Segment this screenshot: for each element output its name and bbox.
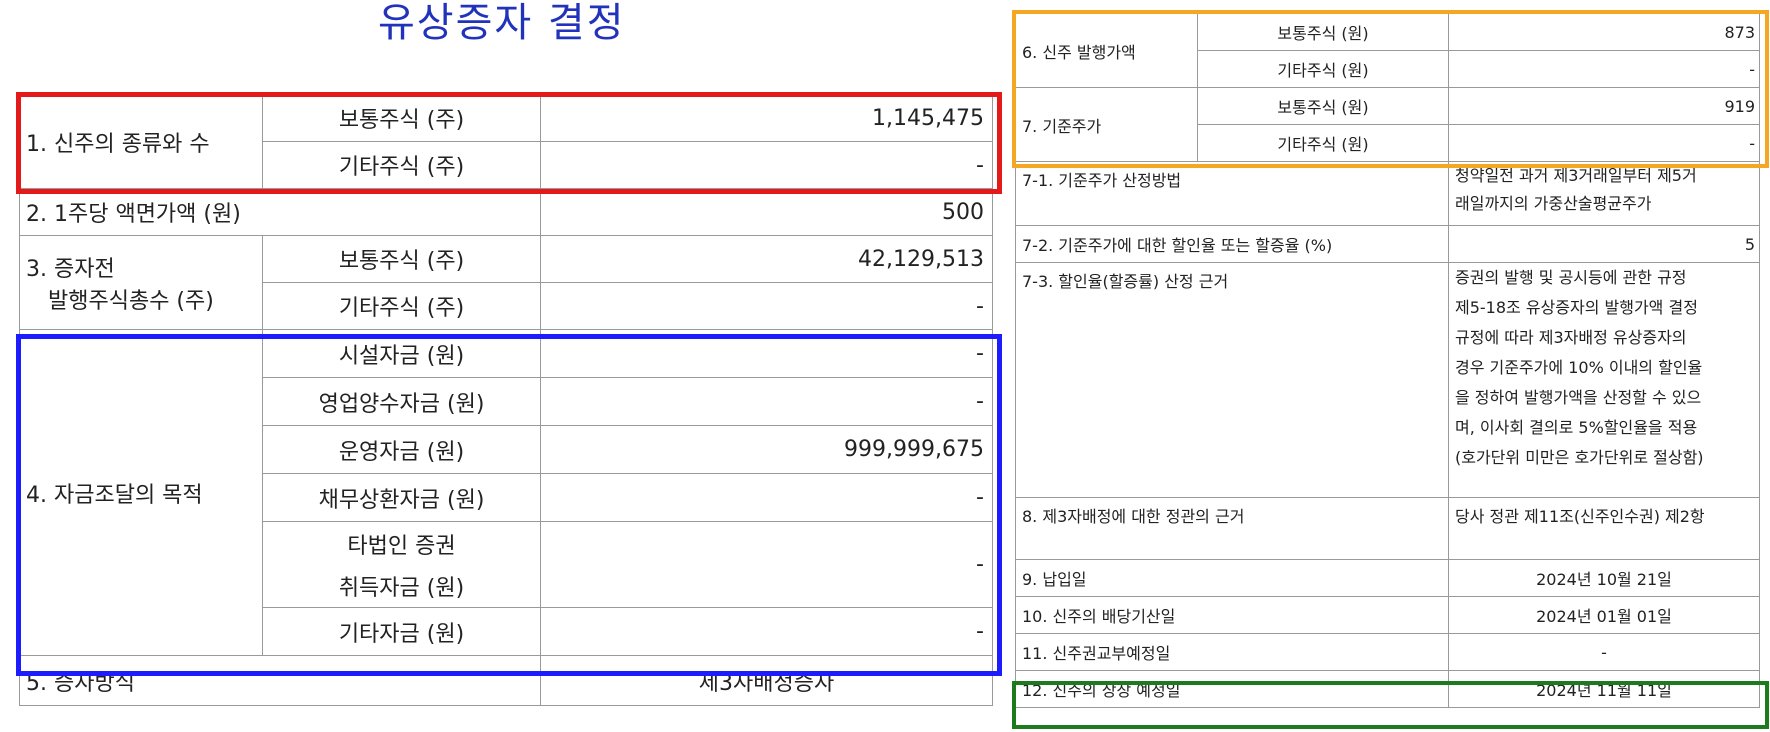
pre-issue-shares-label-line2: 발행주식총수 (주) — [48, 288, 214, 314]
articles-basis-label: 8. 제3자배정에 대한 정관의 근거 — [1015, 497, 1449, 560]
table-row: 5. 증자방식 제3자배정증자 — [19, 655, 993, 706]
table-row: 3. 증자전 발행주식총수 (주) 보통주식 (주) 42,129,513 — [19, 235, 993, 330]
table-row: 기타주식 (주) - — [20, 282, 993, 330]
table-row: 12. 신주의 상장 예정일 2024년 11월 11일 — [1015, 670, 1760, 708]
table-row: 11. 신주권교부예정일 - — [1015, 633, 1760, 671]
business-acquisition-label: 영업양수자금 (원) — [262, 377, 541, 426]
pre-other-label: 기타주식 (주) — [262, 282, 541, 330]
discount-basis-value: 증권의 발행 및 공시등에 관한 규정 제5-18조 유상증자의 발행가액 결정… — [1448, 262, 1760, 498]
certificate-date-label: 11. 신주권교부예정일 — [1015, 633, 1449, 671]
debt-repayment-label: 채무상환자금 (원) — [262, 473, 541, 522]
dividend-date-label: 10. 신주의 배당기산일 — [1015, 596, 1449, 634]
table-row: 9. 납입일 2024년 10월 21일 — [1015, 559, 1760, 597]
issue-price-label: 6. 신주 발행가액 — [1015, 13, 1198, 88]
base-price-other-label: 기타주식 (원) — [1197, 124, 1449, 162]
table-row: 채무상환자금 (원) - — [20, 473, 993, 522]
pre-common-count: 42,129,513 — [540, 235, 993, 283]
payment-date-value: 2024년 10월 21일 — [1448, 559, 1760, 597]
pre-issue-shares-label: 3. 증자전 발행주식총수 (주) — [19, 235, 263, 330]
other-fund-label: 기타자금 (원) — [262, 607, 541, 656]
table-row: 1. 신주의 종류와 수 보통주식 (주) 1,145,475 — [19, 94, 993, 189]
table-row: 8. 제3자배정에 대한 정관의 근거 당사 정관 제11조(신주인수권) 제2… — [1015, 497, 1760, 560]
new-shares-label: 1. 신주의 종류와 수 — [19, 94, 263, 189]
table-row: 10. 신주의 배당기산일 2024년 01월 01일 — [1015, 596, 1760, 634]
discount-basis-label: 7-3. 할인율(할증률) 산정 근거 — [1015, 262, 1449, 498]
table-row: 운영자금 (원) 999,999,675 — [20, 425, 993, 474]
other-stock-label: 기타주식 (주) — [262, 141, 541, 189]
right-table: 6. 신주 발행가액 보통주식 (원) 873 기타주식 (원) - 7. 기준… — [1015, 13, 1760, 708]
discount-basis-line: 경우 기준주가에 10% 이내의 할인율 — [1455, 358, 1703, 377]
table-row: 영업양수자금 (원) - — [20, 377, 993, 426]
discount-rate-value: 5 — [1448, 225, 1760, 263]
base-price-method-label: 7-1. 기준주가 산정방법 — [1015, 161, 1449, 226]
pre-common-label: 보통주식 (주) — [262, 235, 541, 283]
base-price-other-value: - — [1448, 124, 1760, 162]
securities-acquisition-value: - — [540, 521, 993, 608]
table-row: 기타주식 (주) - — [20, 141, 993, 189]
par-value: 500 — [540, 188, 993, 236]
base-price-method-line2: 래일까지의 가중산술평균주가 — [1455, 194, 1652, 213]
discount-basis-line: 증권의 발행 및 공시등에 관한 규정 — [1455, 268, 1687, 287]
other-stock-count: - — [540, 141, 993, 189]
table-row: 타법인 증권 취득자금 (원) - — [20, 521, 993, 608]
discount-basis-line: 을 정하여 발행가액을 산정할 수 있으 — [1455, 388, 1702, 407]
table-row: 7-3. 할인율(할증률) 산정 근거 증권의 발행 및 공시등에 관한 규정 … — [1015, 262, 1760, 498]
discount-rate-label: 7-2. 기준주가에 대한 할인율 또는 할증율 (%) — [1015, 225, 1449, 263]
discount-basis-line: 제5-18조 유상증자의 발행가액 결정 — [1455, 298, 1698, 317]
table-row: 6. 신주 발행가액 보통주식 (원) 873 — [1015, 13, 1760, 88]
dividend-date-value: 2024년 01월 01일 — [1448, 596, 1760, 634]
par-value-label: 2. 1주당 액면가액 (원) — [19, 188, 541, 236]
business-acquisition-value: - — [540, 377, 993, 426]
funding-purpose-label: 4. 자금조달의 목적 — [19, 329, 263, 656]
discount-basis-line: (호가단위 미만은 호가단위로 절상함) — [1455, 448, 1704, 467]
base-price-method-value: 청약일전 과거 제3거래일부터 제5거 래일까지의 가중산술평균주가 — [1448, 161, 1760, 226]
table-row: 7-1. 기준주가 산정방법 청약일전 과거 제3거래일부터 제5거 래일까지의… — [1015, 161, 1760, 226]
discount-basis-line: 며, 이사회 결의로 5%할인율을 적용 — [1455, 418, 1698, 437]
operating-fund-value: 999,999,675 — [540, 425, 993, 474]
common-stock-label: 보통주식 (주) — [262, 94, 541, 142]
securities-acquisition-label-line2: 취득자금 (원) — [338, 575, 465, 601]
table-row: 기타주식 (원) - — [1016, 124, 1760, 162]
common-stock-count: 1,145,475 — [540, 94, 993, 142]
payment-date-label: 9. 납입일 — [1015, 559, 1449, 597]
securities-acquisition-label-line1: 타법인 증권 — [347, 533, 456, 559]
table-row: 기타자금 (원) - — [20, 607, 993, 656]
articles-basis-value: 당사 정관 제11조(신주인수권) 제2항 — [1448, 497, 1760, 560]
facility-fund-label: 시설자금 (원) — [262, 329, 541, 378]
debt-repayment-value: - — [540, 473, 993, 522]
table-row: 4. 자금조달의 목적 시설자금 (원) - — [19, 329, 993, 656]
left-table: 1. 신주의 종류와 수 보통주식 (주) 1,145,475 기타주식 (주)… — [19, 94, 993, 706]
securities-acquisition-label: 타법인 증권 취득자금 (원) — [262, 521, 541, 608]
listing-date-label: 12. 신주의 상장 예정일 — [1015, 670, 1449, 708]
page-title: 유상증자 결정 — [378, 0, 626, 46]
base-price-common-label: 보통주식 (원) — [1197, 87, 1449, 125]
issue-method-label: 5. 증자방식 — [19, 655, 541, 706]
issue-price-other-value: - — [1448, 50, 1760, 88]
issue-price-common-label: 보통주식 (원) — [1197, 13, 1449, 51]
operating-fund-label: 운영자금 (원) — [262, 425, 541, 474]
table-row: 7. 기준주가 보통주식 (원) 919 — [1015, 87, 1760, 162]
listing-date-value: 2024년 11월 11일 — [1448, 670, 1760, 708]
table-row: 2. 1주당 액면가액 (원) 500 — [19, 188, 993, 236]
base-price-label: 7. 기준주가 — [1015, 87, 1198, 162]
facility-fund-value: - — [540, 329, 993, 378]
certificate-date-value: - — [1448, 633, 1760, 671]
issue-price-common-value: 873 — [1448, 13, 1760, 51]
pre-issue-shares-label-line1: 3. 증자전 — [26, 256, 115, 282]
issue-method-value: 제3자배정증자 — [540, 655, 993, 706]
base-price-common-value: 919 — [1448, 87, 1760, 125]
table-row: 기타주식 (원) - — [1016, 50, 1760, 88]
table-row: 7-2. 기준주가에 대한 할인율 또는 할증율 (%) 5 — [1015, 225, 1760, 263]
other-fund-value: - — [540, 607, 993, 656]
base-price-method-line1: 청약일전 과거 제3거래일부터 제5거 — [1455, 166, 1697, 185]
discount-basis-line: 규정에 따라 제3자배정 유상증자의 — [1455, 328, 1687, 347]
issue-price-other-label: 기타주식 (원) — [1197, 50, 1449, 88]
pre-other-count: - — [540, 282, 993, 330]
